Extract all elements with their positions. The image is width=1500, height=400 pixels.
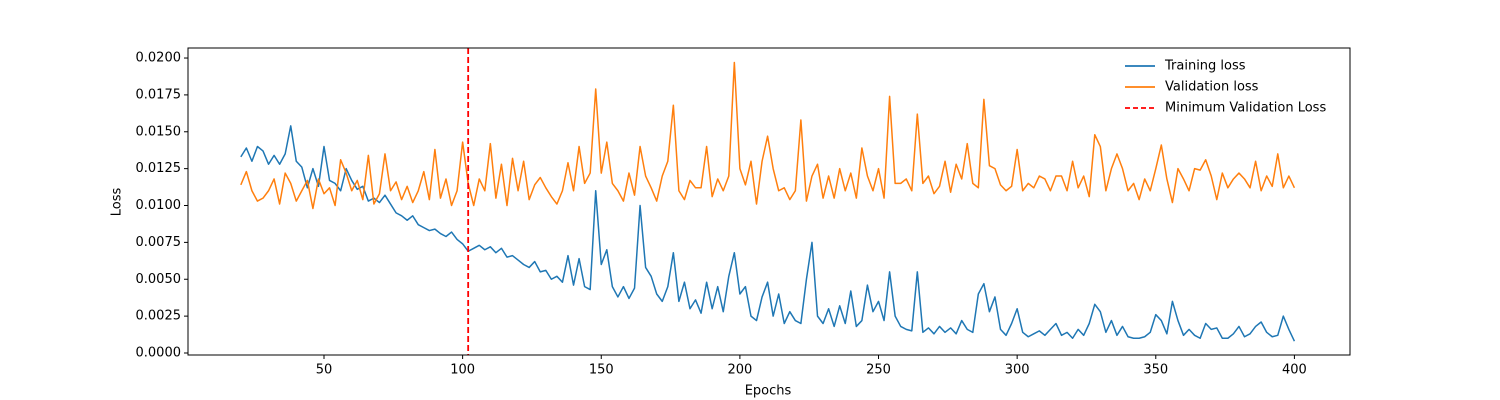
x-tick-label: 200 xyxy=(727,363,752,378)
line-series xyxy=(240,61,1296,210)
y-tick-label: 0.0150 xyxy=(136,124,182,139)
legend-label: Training loss xyxy=(1164,59,1246,74)
y-tick-label: 0.0200 xyxy=(136,51,182,66)
y-tick-label: 0.0000 xyxy=(136,345,182,360)
y-tick-label: 0.0175 xyxy=(136,87,182,102)
y-tick-label: 0.0075 xyxy=(136,235,182,250)
legend-label: Minimum Validation Loss xyxy=(1165,101,1326,116)
x-tick-label: 300 xyxy=(1005,363,1030,378)
x-tick-label: 350 xyxy=(1143,363,1168,378)
x-tick-label: 400 xyxy=(1282,363,1307,378)
y-tick-label: 0.0050 xyxy=(136,272,182,287)
legend-label: Validation loss xyxy=(1165,80,1259,95)
line-series xyxy=(240,125,1296,342)
y-axis-label: Loss xyxy=(110,188,125,217)
y-tick-label: 0.0025 xyxy=(136,309,182,324)
plot-frame xyxy=(187,47,1351,356)
x-tick-label: 250 xyxy=(866,363,891,378)
y-tick-label: 0.0100 xyxy=(136,198,182,213)
x-tick-label: 100 xyxy=(450,363,475,378)
y-tick-label: 0.0125 xyxy=(136,161,182,176)
x-axis-label: Epochs xyxy=(745,384,792,399)
x-tick-label: 50 xyxy=(316,363,333,378)
x-tick-label: 150 xyxy=(589,363,614,378)
